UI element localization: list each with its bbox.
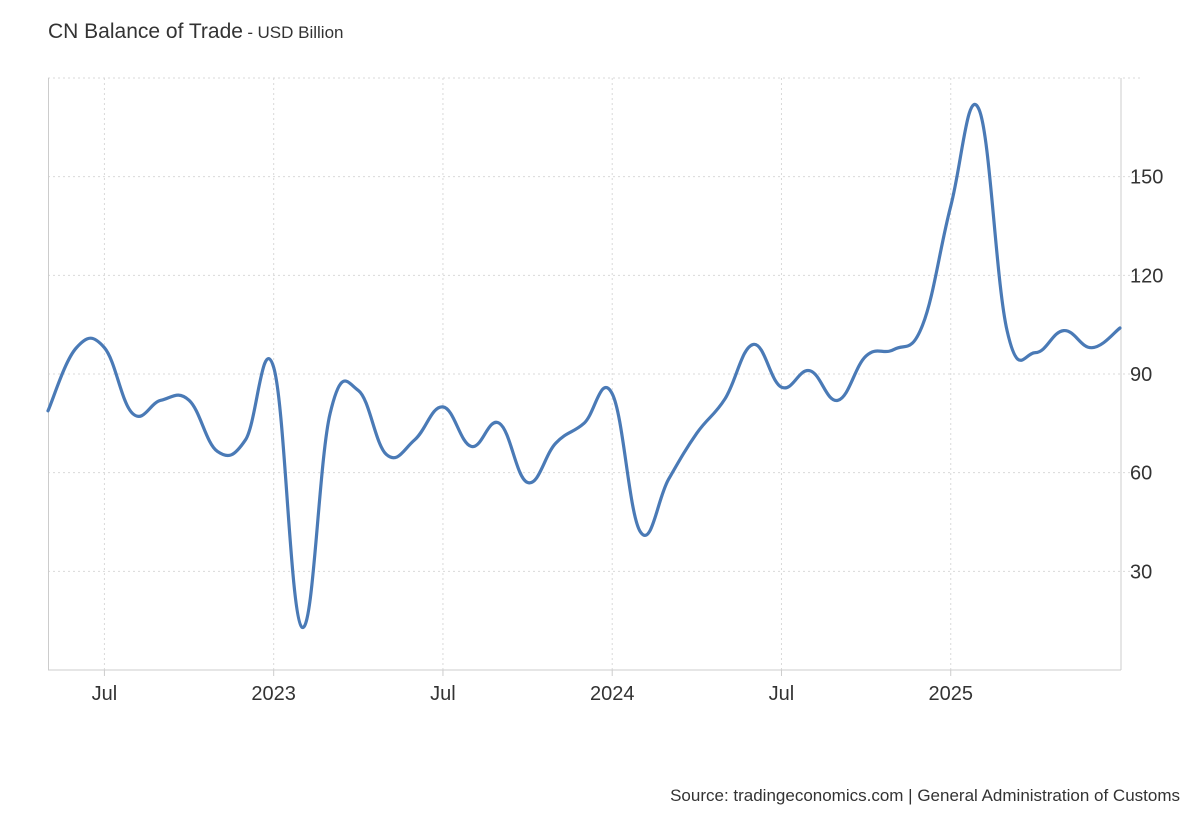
series-line-balance-of-trade xyxy=(46,102,1122,629)
y-tick-label: 60 xyxy=(1130,463,1152,485)
x-tick-label: Jul xyxy=(769,683,795,705)
vertical-gridlines xyxy=(103,78,952,676)
x-tick-label: Jul xyxy=(92,683,118,705)
x-tick-label: 2025 xyxy=(928,683,973,705)
x-tick-label: 2024 xyxy=(590,683,635,705)
x-axis-tick-labels: Jul 2023 Jul 2024 Jul 2025 xyxy=(92,683,973,705)
x-tick-label: 2023 xyxy=(251,683,296,705)
source-note: Source: tradingeconomics.com | General A… xyxy=(670,786,1180,805)
y-tick-label: 90 xyxy=(1130,364,1152,386)
horizontal-gridlines xyxy=(48,77,1140,572)
chart-subtitle: USD Billion xyxy=(257,23,344,42)
chart-title-separator: - xyxy=(247,23,254,42)
y-axis-tick-labels: 30 60 90 120 150 xyxy=(1130,167,1163,584)
y-tick-label: 120 xyxy=(1130,265,1163,287)
x-tick-label: Jul xyxy=(430,683,456,705)
chart-title-row: CN Balance of Trade - USD Billion xyxy=(48,20,344,44)
y-tick-label: 30 xyxy=(1130,561,1152,583)
line-chart: 30 60 90 120 150 Jul 2023 Jul 2024 Jul 2025 xyxy=(46,77,1163,705)
chart-title: CN Balance of Trade xyxy=(48,20,243,43)
y-tick-label: 150 xyxy=(1130,167,1163,189)
